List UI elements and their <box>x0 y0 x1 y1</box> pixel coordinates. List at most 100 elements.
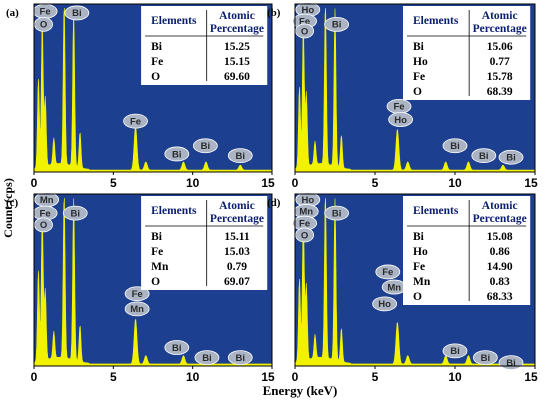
table-cell-value: 68.33 <box>487 291 513 303</box>
peak-label-bubble <box>164 146 190 162</box>
peak-label: Bi <box>498 355 524 371</box>
peak-label-text: Ho <box>378 299 391 310</box>
peak-label-bubble <box>34 217 53 233</box>
table-cell-value: 15.08 <box>487 231 513 243</box>
peak-label-bubble <box>498 149 524 165</box>
table-cell-element: Fe <box>151 246 163 258</box>
table-header-elements: Elements <box>413 15 459 27</box>
table-cell-element: Ho <box>413 56 428 68</box>
peak-label-text: Bi <box>72 8 82 19</box>
peak-label: Bi <box>324 205 350 221</box>
table-cell-value: 15.25 <box>224 41 250 53</box>
table-box <box>403 196 531 305</box>
table-cell-value: 14.90 <box>487 261 513 273</box>
peak-label-bubble <box>472 350 498 366</box>
peak-label-bubble <box>295 23 315 39</box>
peak-label-text: Bi <box>450 346 460 357</box>
peak-label: Fe <box>292 13 318 29</box>
peak-label: O <box>34 16 53 32</box>
table-cell-element: Fe <box>413 261 425 273</box>
table-cell-value: 15.11 <box>224 231 249 243</box>
peak-label: Fe <box>124 286 150 302</box>
x-tick-label: 0 <box>31 176 38 190</box>
peak-label-text: Bi <box>332 20 342 31</box>
peak-label-text: Bi <box>450 141 460 152</box>
peak-label: Bi <box>324 16 350 32</box>
peak-label: Bi <box>227 148 253 164</box>
x-tick-label: 15 <box>261 176 275 190</box>
peak-label-bubble <box>123 113 148 129</box>
x-tick-label: 10 <box>186 370 200 384</box>
peak-label-text: Ho <box>301 5 314 16</box>
table-cell-element: Bi <box>151 41 163 53</box>
peak-label: Bi <box>471 148 497 164</box>
peak-label: Bi <box>62 205 88 221</box>
panel-label: (c) <box>6 197 19 209</box>
peak-label-bubble <box>324 205 350 221</box>
peak-label-text: Mn <box>387 282 401 293</box>
x-tick-label: 5 <box>110 370 117 384</box>
table-cell-element: Fe <box>413 71 425 83</box>
peak-label: Fe <box>386 99 412 114</box>
table-header-atomic: Atomic <box>219 10 255 22</box>
peak-label: Bi <box>194 350 220 366</box>
table-cell-element: Bi <box>413 231 425 243</box>
table-cell-element: O <box>151 71 160 83</box>
peak-label: O <box>295 227 315 243</box>
peak-label-text: Fe <box>299 219 310 230</box>
x-tick-label: 0 <box>31 370 38 384</box>
table-cell-element: Ho <box>413 246 428 258</box>
peak-label-bubble <box>192 138 218 154</box>
table-header-elements: Elements <box>151 15 197 27</box>
spectrum-area <box>33 7 273 173</box>
peak-label-text: Bi <box>172 149 182 160</box>
peak-label: Fe <box>123 113 148 129</box>
peak-label-text: O <box>301 26 308 37</box>
table-header-atomic: Atomic <box>482 200 518 212</box>
table-cell-element: O <box>413 291 422 303</box>
table-cell-element: O <box>151 276 160 288</box>
peak-label-text: Bi <box>332 208 342 219</box>
peak-label-bubble <box>295 227 315 243</box>
table-header-percentage: Percentage <box>210 23 264 35</box>
peak-label: Fe <box>375 264 401 280</box>
table-header-percentage: Percentage <box>210 213 264 225</box>
x-tick-label: 5 <box>372 176 379 190</box>
peak-label-bubble <box>34 16 53 32</box>
x-tick-label: 5 <box>372 370 379 384</box>
panel-label: (d) <box>267 197 281 209</box>
peak-label-text: Bi <box>172 343 182 354</box>
peak-label-bubble <box>64 5 90 21</box>
plot-frame <box>33 3 273 173</box>
peak-label-text: Fe <box>132 289 143 300</box>
peak-label-bubble <box>372 296 398 312</box>
peak-label-bubble <box>442 138 468 154</box>
peak-label: Fe <box>32 3 58 19</box>
table-header-atomic: Atomic <box>219 200 255 212</box>
peak-label: Bi <box>498 149 524 165</box>
peak-label-text: Fe <box>130 116 141 127</box>
table-cell-value: 69.60 <box>224 71 250 83</box>
peak-label: Ho <box>388 112 414 127</box>
table-cell-element: Fe <box>151 56 163 68</box>
peak-label-text: O <box>40 20 47 31</box>
plot-frame <box>294 193 536 367</box>
table-cell-value: 0.86 <box>490 246 510 258</box>
peak-label-bubble <box>471 148 497 164</box>
table-cell-value: 0.83 <box>490 276 510 288</box>
x-tick-label: 15 <box>261 370 275 384</box>
peak-label: O <box>34 217 53 233</box>
table-box <box>141 196 268 290</box>
table-cell-value: 15.78 <box>487 71 513 83</box>
table-header-elements: Elements <box>151 205 197 217</box>
peak-label-text: Mn <box>299 207 313 218</box>
table-header-percentage: Percentage <box>473 23 527 35</box>
table-cell-element: Mn <box>413 276 431 288</box>
x-tick-label: 0 <box>292 370 299 384</box>
x-tick-label: 15 <box>524 370 538 384</box>
